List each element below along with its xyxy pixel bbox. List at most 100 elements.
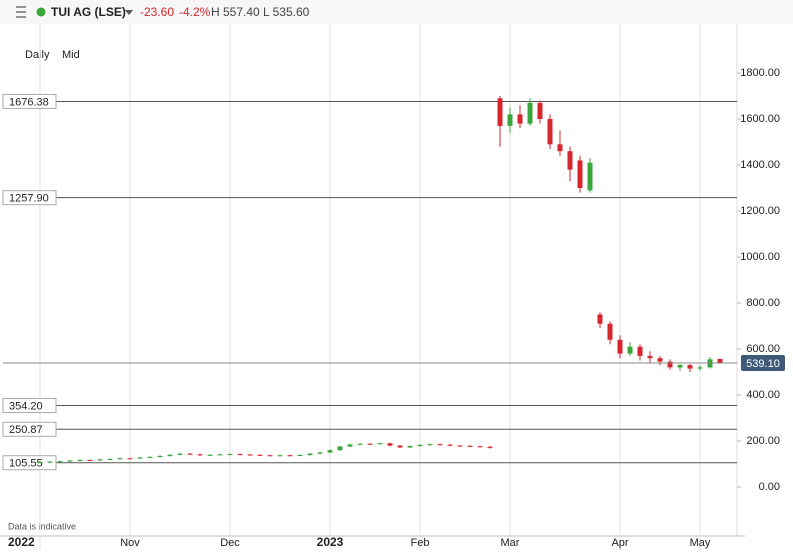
y-tick-label: 1800.00 [740,67,780,79]
candle-body [47,461,53,463]
x-tick-label: 2022 [8,535,35,549]
candle-body [67,460,73,462]
x-tick-label: Apr [611,537,628,549]
candle-body [527,102,533,124]
candle-body [217,454,223,456]
y-tick-label: 1200.00 [740,205,780,217]
day-range: H 557.40 L 535.60 [211,5,310,19]
candle-body [577,160,583,189]
level-label-box [2,421,57,437]
level-label: 250.87 [9,424,43,436]
candle-body [287,455,293,457]
candle-body [97,459,103,461]
candle-body [457,445,463,447]
candle-body [307,453,313,456]
candle-body [377,443,383,445]
candle-body [37,462,43,464]
candle-body [667,361,673,368]
candle-body [607,323,613,340]
candle-body [657,358,663,362]
candle-body [237,454,243,456]
x-tick-label: Feb [411,537,430,549]
instrument-title[interactable]: TUI AG (LSE) [51,5,126,19]
y-tick-label: 400.00 [746,389,780,401]
y-tick-label: 800.00 [746,297,780,309]
candle-body [257,454,263,456]
candle-body [387,443,393,446]
level-label: 1257.90 [9,193,49,205]
candle-body [497,98,503,126]
candle-body [177,453,183,455]
candle-body [597,314,603,324]
candle-body [537,102,543,120]
last-price-label: 539.10 [746,358,780,370]
candle-body [447,444,453,446]
candle-body [137,457,143,459]
header-bar [0,0,793,24]
level-label-box [2,398,57,414]
candle-body [87,460,93,462]
candle-body [327,450,333,453]
level-label-box [2,455,57,471]
candle-body [367,443,373,445]
y-tick-label: 1400.00 [740,159,780,171]
last-price-box [741,355,785,372]
candle-body [227,454,233,456]
price-change: -23.60 [140,5,174,19]
candle-body [627,346,633,354]
candle-body [617,339,623,354]
candle-body [317,452,323,454]
candle-body [117,458,123,460]
level-label: 105.55 [9,458,43,470]
candle-body [197,454,203,456]
candle-body [437,444,443,446]
footnote: Data is indicative [8,521,76,531]
candle-body [637,346,643,356]
candle-body [507,114,513,126]
y-tick-label: 0.00 [759,481,780,493]
status-dot [36,7,46,17]
menu-icon[interactable] [16,6,26,18]
price-change-pct: -4.2% [179,5,211,19]
candle-body [187,453,193,455]
candle-body [487,446,493,448]
candle-body [587,162,593,191]
x-tick-label: Nov [120,537,140,549]
candle-body [147,456,153,458]
dropdown-arrow[interactable] [125,10,133,15]
candle-body [557,144,563,152]
x-tick-label: Dec [220,537,240,549]
y-tick-label: 1000.00 [740,251,780,263]
candle-body [277,455,283,457]
level-label: 354.20 [9,400,43,412]
y-tick-label: 200.00 [746,435,780,447]
candle-body [127,458,133,460]
candle-body [477,446,483,448]
candle-body [297,455,303,457]
candle-body [677,365,683,368]
candle-body [567,151,573,170]
x-tick-label: Mar [501,537,520,549]
candle-body [717,358,723,363]
candle-body [517,114,523,124]
y-tick-label: 600.00 [746,343,780,355]
candle-body [547,119,553,145]
candle-body [167,454,173,456]
candle-body [347,444,353,447]
candle-body [417,444,423,447]
price-type-button[interactable]: Mid [62,49,80,61]
candle-body [407,446,413,448]
level-label-box [2,190,57,206]
candle-body [337,446,343,451]
level-label: 1676.38 [9,96,49,108]
level-label-box [2,93,57,109]
candle-body [427,444,433,446]
x-tick-label: 2023 [317,535,344,549]
candle-body [207,454,213,456]
candle-body [247,454,253,456]
candle-body [467,445,473,447]
interval-button[interactable]: Daily [25,49,50,61]
candle-body [397,445,403,448]
